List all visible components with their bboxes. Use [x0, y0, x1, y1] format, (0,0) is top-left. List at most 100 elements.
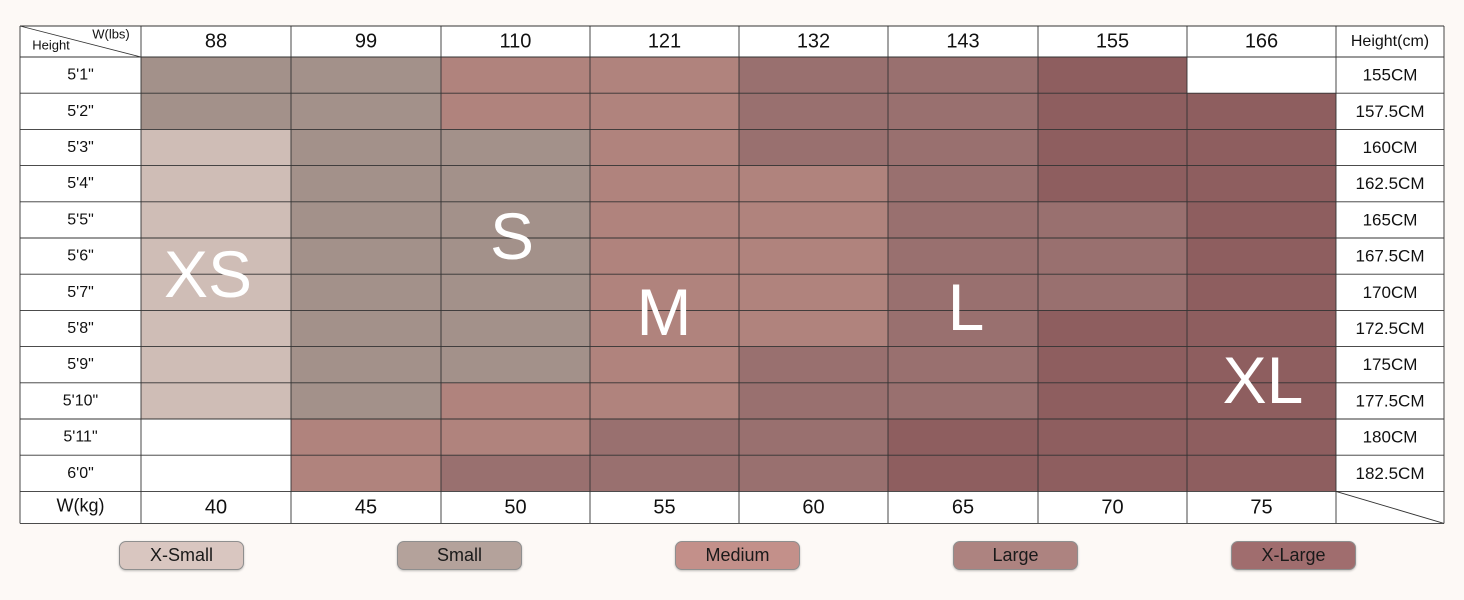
size-cell [291, 419, 441, 456]
size-cell [1187, 274, 1336, 311]
height-cm-label: 172.5CM [1356, 319, 1425, 338]
size-cell [441, 346, 590, 383]
size-cell [441, 57, 590, 94]
height-cm-header: Height(cm) [1351, 33, 1429, 50]
size-cell [888, 201, 1038, 238]
size-cell [739, 419, 888, 456]
height-cm-label: 155CM [1363, 66, 1418, 85]
size-cell [590, 310, 739, 347]
height-ft-label: 5'7" [67, 284, 94, 301]
size-cell [888, 129, 1038, 166]
weight-kg-header: 45 [355, 496, 377, 518]
weight-lbs-header: 166 [1245, 31, 1278, 53]
size-cell [291, 165, 441, 202]
size-cell [1038, 419, 1187, 456]
weight-kg-header: 50 [504, 496, 526, 518]
size-cell [590, 165, 739, 202]
height-cm-label: 167.5CM [1356, 247, 1425, 266]
height-cm-label: 157.5CM [1356, 102, 1425, 121]
height-ft-label: 5'3" [67, 139, 94, 156]
size-cell [291, 201, 441, 238]
xs-region-label: XS [164, 237, 252, 311]
size-cell [1038, 201, 1187, 238]
size-cell [739, 310, 888, 347]
weight-lbs-header: 155 [1096, 31, 1129, 53]
grid-lines [19, 25, 1445, 524]
size-cell [441, 201, 590, 238]
size-cell [888, 93, 1038, 130]
weight-kg-header: 70 [1101, 496, 1123, 518]
height-cm-label: 165CM [1363, 210, 1418, 229]
legend-xl: X-Large [1231, 541, 1356, 570]
size-cell [1187, 129, 1336, 166]
size-cell [141, 201, 291, 238]
s-region-label: S [490, 199, 534, 273]
height-cm-label: 162.5CM [1356, 174, 1425, 193]
size-cell [739, 382, 888, 419]
m-region-label: M [637, 275, 692, 349]
height-ft-label: 5'2" [67, 103, 94, 120]
size-cell [739, 57, 888, 94]
size-cell [1038, 274, 1187, 311]
size-cell [1187, 201, 1336, 238]
size-cell [141, 238, 291, 275]
size-cell [441, 455, 590, 492]
weight-lbs-header: 132 [797, 31, 830, 53]
size-cell [888, 57, 1038, 94]
chart-labels: W(lbs) Height Height(cm) W(kg) 88 99 110 121 132… [32, 27, 1429, 519]
size-cell [441, 129, 590, 166]
size-cell [141, 274, 291, 311]
size-cell [888, 310, 1038, 347]
height-cm-label: 180CM [1363, 428, 1418, 447]
size-cell [590, 57, 739, 94]
weight-kg-header: 75 [1250, 496, 1272, 518]
corner-diagonal [19, 25, 142, 58]
size-cell [291, 93, 441, 130]
size-cell [291, 274, 441, 311]
weight-kg-header: 60 [802, 496, 824, 518]
size-cell [739, 274, 888, 311]
height-cm-label: 182.5CM [1356, 464, 1425, 483]
size-cell [590, 455, 739, 492]
size-cell [1187, 419, 1336, 456]
height-ft-label: 5'5" [67, 211, 94, 228]
size-cell [141, 129, 291, 166]
weight-kg-header: 40 [205, 496, 227, 518]
size-cell [441, 419, 590, 456]
height-ft-label: 5'1" [67, 67, 94, 84]
weight-lbs-header: 110 [500, 31, 532, 53]
weight-unit-label: W(lbs) [92, 27, 130, 42]
size-cell [1187, 310, 1336, 347]
size-cell [888, 382, 1038, 419]
size-cell [141, 93, 291, 130]
size-cell [590, 382, 739, 419]
weight-lbs-header: 88 [205, 31, 227, 53]
size-cell [1038, 346, 1187, 383]
size-cell [888, 346, 1038, 383]
xl-region-label: XL [1223, 343, 1304, 417]
height-cm-label: 177.5CM [1356, 391, 1425, 410]
corner-diagonal [1335, 490, 1445, 524]
height-cm-label: 160CM [1363, 138, 1418, 157]
size-cell [441, 310, 590, 347]
legend-s: Small [397, 541, 522, 570]
height-ft-label: 5'11" [63, 429, 97, 446]
height-ft-label: 5'10" [63, 392, 98, 409]
size-cell [1187, 346, 1336, 383]
size-cell [441, 382, 590, 419]
size-cell [1187, 93, 1336, 130]
height-ft-label: 5'9" [67, 356, 94, 373]
height-cm-label: 170CM [1363, 283, 1418, 302]
size-cell [739, 201, 888, 238]
size-cell [739, 93, 888, 130]
size-cell [590, 419, 739, 456]
size-cell [590, 238, 739, 275]
size-cell [141, 382, 291, 419]
size-cell [739, 129, 888, 166]
size-cell [1187, 165, 1336, 202]
size-cell [291, 57, 441, 94]
size-cell [888, 419, 1038, 456]
l-region-label: L [948, 270, 985, 344]
legend-xs: X-Small [119, 541, 244, 570]
size-cell [441, 238, 590, 275]
